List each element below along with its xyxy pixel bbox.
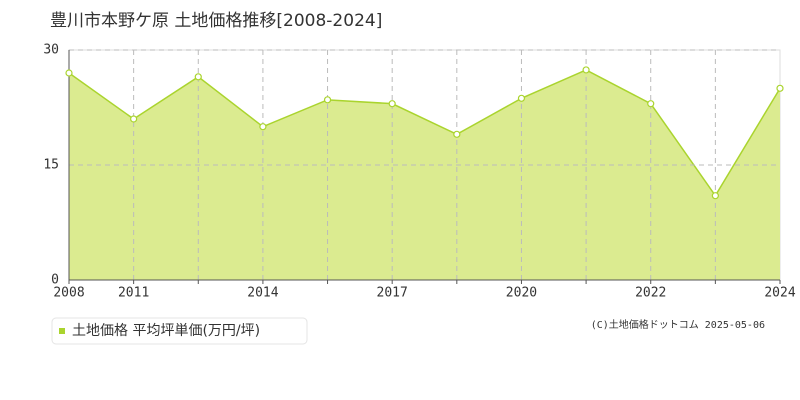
copyright: (C)土地価格ドットコム 2025-05-06 <box>591 318 765 331</box>
legend: 土地価格 平均坪単価(万円/坪) <box>51 317 308 345</box>
x-tick-label: 2017 <box>377 286 408 301</box>
x-tick-label: 2014 <box>247 286 278 301</box>
data-point <box>647 100 655 108</box>
data-point <box>711 192 719 200</box>
y-tick-label: 15 <box>43 158 59 173</box>
plot-area: 0 15 30 2008 2011 2014 2017 2020 2022 2024 <box>43 43 795 301</box>
data-point <box>517 94 526 102</box>
y-tick-label: 30 <box>43 43 59 58</box>
data-point <box>582 66 590 74</box>
y-tick-label: 0 <box>51 273 59 288</box>
area-fill <box>69 69 780 280</box>
data-point <box>130 115 138 123</box>
legend-box <box>51 317 308 345</box>
x-tick-label: 2022 <box>635 286 666 301</box>
x-tick-label: 2024 <box>764 286 795 301</box>
x-tick-label: 2020 <box>506 286 537 301</box>
x-tick-label: 2008 <box>53 286 84 301</box>
data-point <box>65 69 73 77</box>
data-point <box>259 123 267 131</box>
area-line <box>68 69 781 198</box>
chart-title: 豊川市本野ケ原 土地価格推移[2008-2024] <box>50 11 382 31</box>
data-point <box>323 96 332 104</box>
data-point <box>194 73 202 81</box>
legend-label: 土地価格 平均坪単価(万円/坪) <box>72 323 260 339</box>
data-point <box>776 84 784 92</box>
legend-swatch <box>59 328 65 334</box>
data-point <box>453 130 461 138</box>
x-tick-label: 2011 <box>118 286 149 301</box>
data-point <box>388 100 396 108</box>
